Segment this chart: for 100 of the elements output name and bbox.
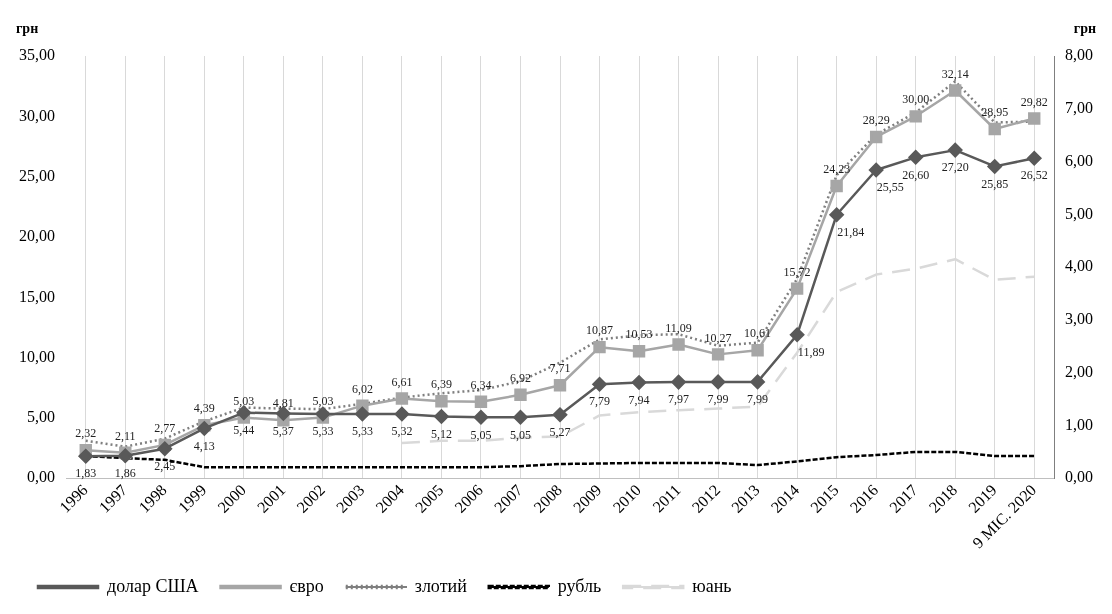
point: [632, 345, 646, 358]
point: [750, 374, 765, 390]
point: [592, 377, 607, 392]
y2-tick-label: 3,00: [1065, 310, 1093, 328]
x-tick-label: 2011: [649, 481, 684, 516]
data-label: 7,79: [589, 394, 611, 409]
legend-label: євро: [289, 575, 324, 596]
y2-tick-label: 4,00: [1065, 257, 1093, 275]
data-label: 7,94: [628, 392, 650, 407]
data-label: 5,05: [509, 427, 531, 442]
data-label: 5,27: [549, 424, 571, 439]
point: [868, 162, 884, 178]
point: [553, 379, 567, 392]
data-label: 25,55: [876, 180, 904, 195]
y-tick-label: 15,00: [19, 287, 55, 305]
point: [1026, 151, 1042, 166]
data-label: 5,33: [351, 424, 373, 439]
y2-tick-label: 7,00: [1065, 98, 1093, 116]
data-label: 5,12: [430, 426, 452, 441]
data-label: 4,13: [193, 438, 215, 453]
point: [987, 159, 1002, 174]
y2-tick-label: 5,00: [1065, 204, 1093, 222]
point: [988, 122, 1001, 136]
data-label: 5,32: [391, 424, 413, 439]
point: [909, 110, 922, 123]
y-tick-label: 25,00: [19, 166, 55, 184]
data-label: 24,23: [823, 162, 851, 177]
data-label: 11,89: [797, 344, 825, 359]
y2-tick-label: 6,00: [1065, 151, 1093, 169]
data-label: 6,34: [470, 377, 492, 392]
point: [829, 207, 844, 223]
x-tick-label: 2001: [253, 481, 289, 516]
y2-tick-label: 1,00: [1065, 415, 1093, 433]
data-label: 21,84: [837, 224, 865, 239]
data-label: 4,81: [272, 396, 294, 411]
data-label: 27,20: [941, 160, 969, 175]
data-label: 6,39: [430, 377, 452, 392]
point: [514, 388, 527, 401]
point: [908, 150, 923, 165]
data-label: 28,95: [981, 105, 1009, 120]
data-label: 6,92: [509, 370, 531, 385]
data-label: 6,02: [351, 381, 373, 396]
point: [672, 338, 685, 351]
legend-label: рубль: [557, 575, 602, 596]
data-label: 26,60: [902, 167, 930, 182]
point: [830, 179, 843, 193]
y-tick-label: 20,00: [19, 227, 55, 245]
data-label: 2,11: [115, 428, 136, 443]
point: [790, 282, 804, 295]
y2-tick-label: 2,00: [1065, 362, 1093, 380]
data-label: 7,71: [549, 361, 571, 376]
data-label: 5,03: [233, 393, 255, 408]
y-tick-label: 35,00: [19, 46, 55, 64]
y2-tick-label: 0,00: [1065, 468, 1093, 486]
point: [593, 340, 606, 354]
point: [711, 348, 725, 361]
point: [710, 374, 726, 390]
y-tick-label: 10,00: [19, 347, 55, 365]
data-label: 25,85: [981, 176, 1009, 191]
legend-label: долар США: [107, 575, 199, 596]
data-label: 5,37: [272, 423, 294, 438]
y-axis-title: грн: [16, 20, 39, 36]
data-label: 7,97: [668, 392, 690, 407]
data-label: 7,99: [747, 392, 769, 407]
point: [947, 142, 963, 158]
point: [355, 406, 370, 422]
data-label: 2,77: [154, 421, 176, 436]
point: [631, 375, 647, 390]
data-label: 10,27: [704, 330, 732, 345]
data-label: 15,72: [783, 264, 811, 279]
data-label: 10,61: [744, 326, 772, 341]
point: [118, 448, 133, 464]
data-label: 5,44: [233, 422, 255, 437]
data-label: 11,09: [665, 320, 692, 335]
data-label: 10,53: [625, 327, 653, 342]
data-label: 10,87: [586, 323, 614, 338]
y2-tick-label: 8,00: [1065, 46, 1093, 64]
y-tick-label: 5,00: [27, 408, 55, 426]
legend-label: злотий: [414, 575, 468, 596]
point: [671, 374, 686, 390]
legend-label: юань: [692, 575, 732, 596]
point: [552, 407, 568, 422]
point: [949, 84, 962, 97]
point: [869, 130, 883, 144]
point: [395, 392, 409, 405]
data-label: 6,61: [391, 374, 413, 389]
data-label: 4,39: [193, 401, 215, 416]
point: [394, 406, 410, 422]
data-label: 26,52: [1020, 168, 1048, 183]
data-label: 5,33: [312, 424, 334, 439]
data-label: 5,03: [312, 393, 334, 408]
point: [751, 344, 764, 357]
point: [474, 395, 488, 408]
point: [513, 410, 528, 425]
data-label: 1,83: [75, 466, 97, 481]
point: [1028, 112, 1041, 125]
y-tick-label: 0,00: [27, 468, 55, 486]
data-label: 5,05: [470, 427, 492, 442]
data-label: 28,29: [862, 113, 890, 128]
point: [197, 421, 212, 436]
